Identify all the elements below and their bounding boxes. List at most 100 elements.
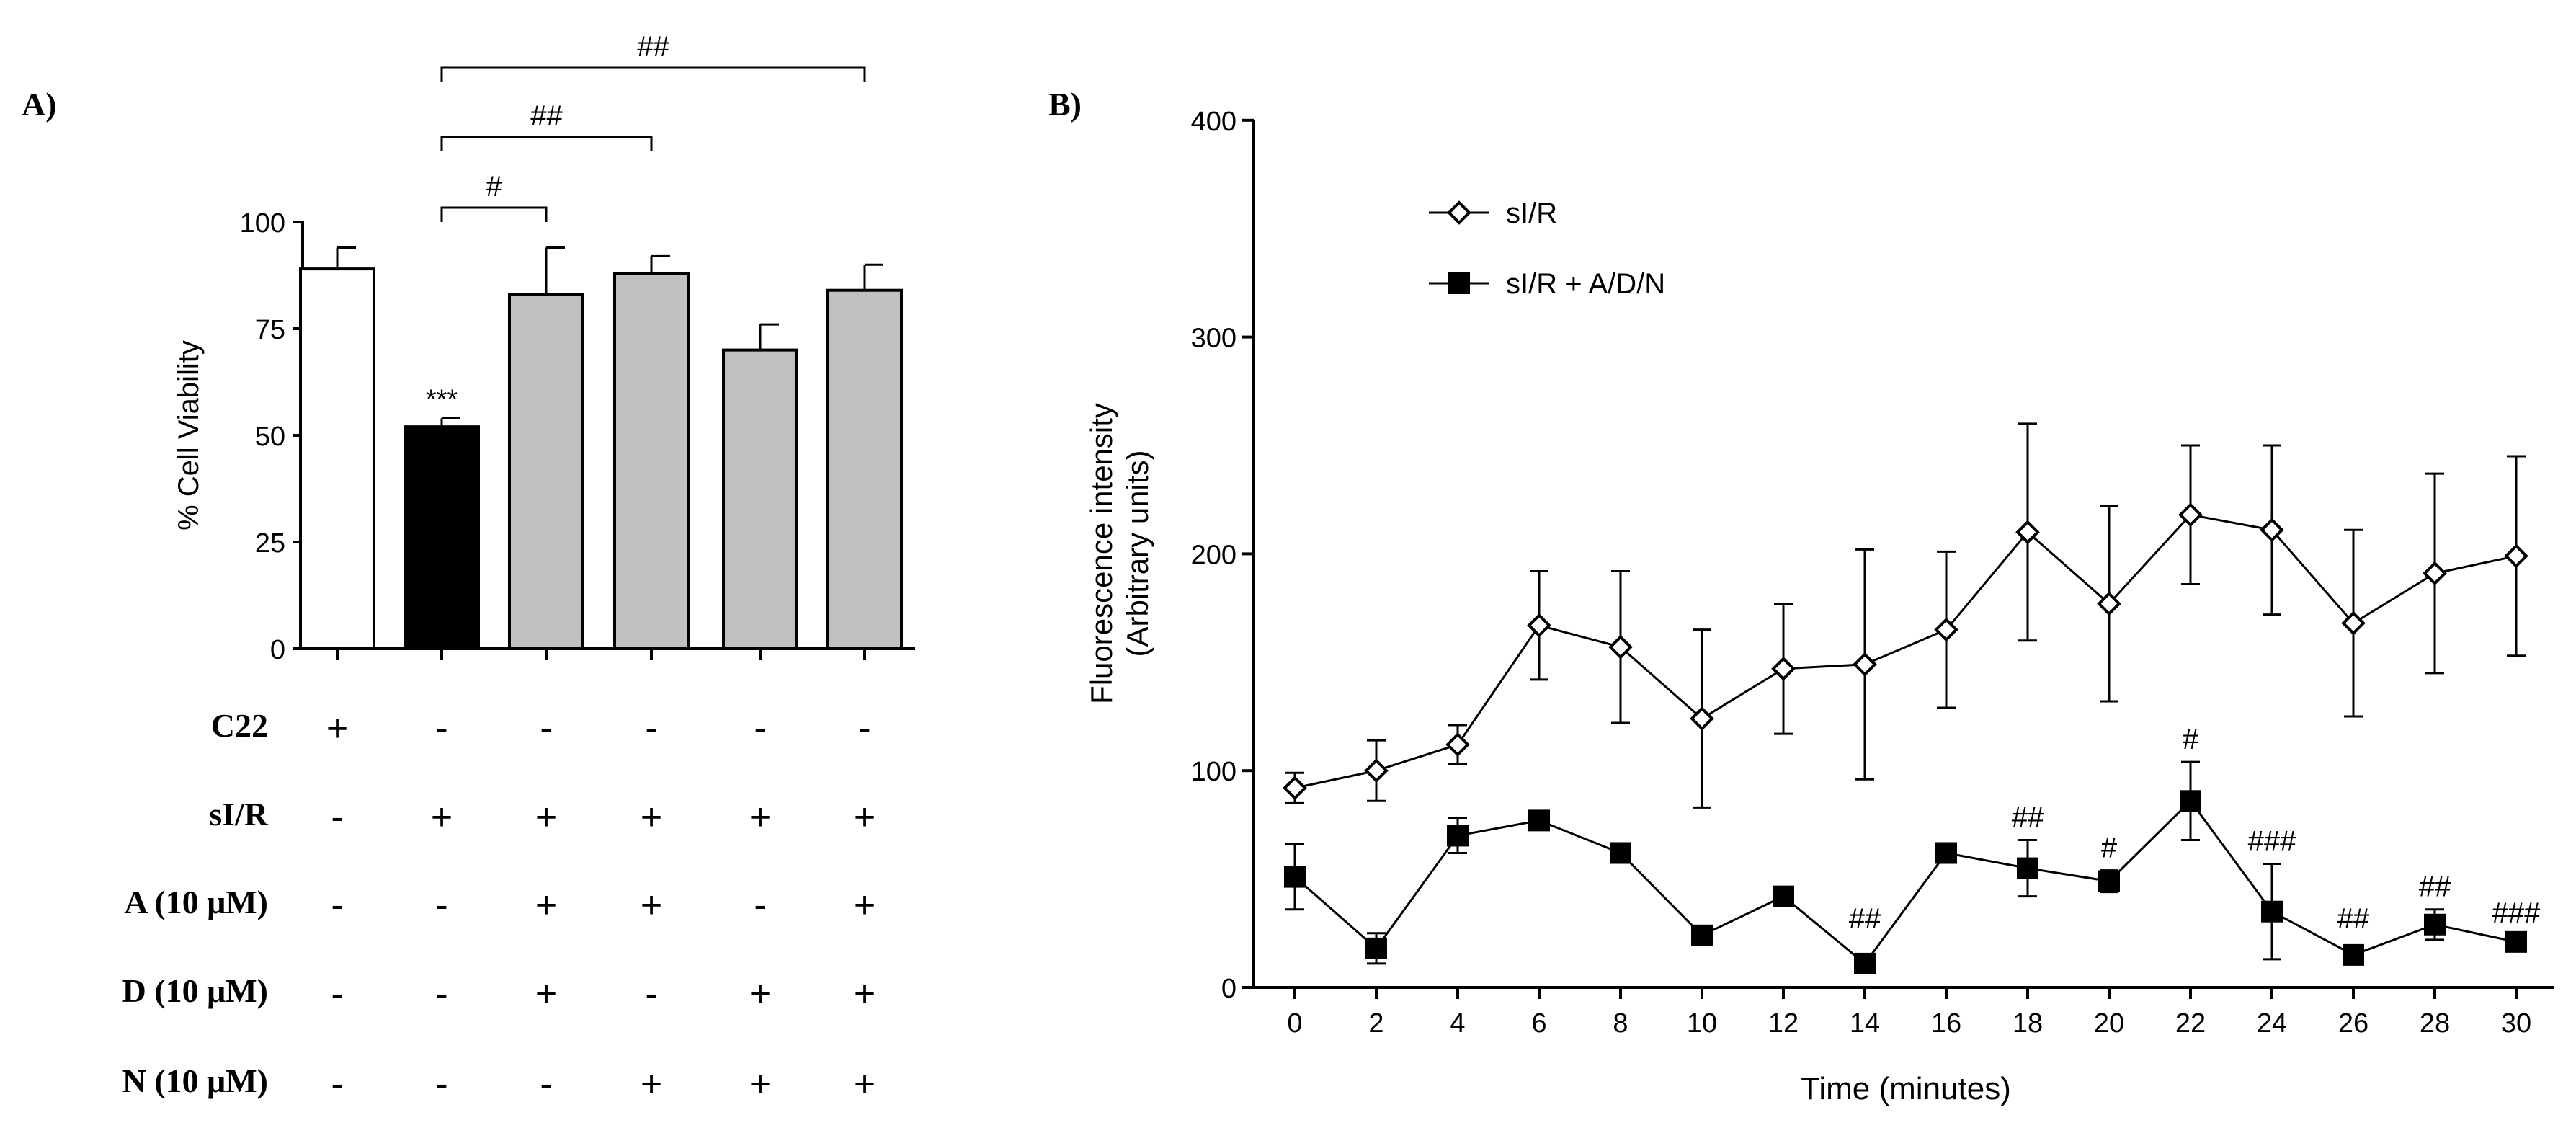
data-point [2015, 520, 2040, 545]
x-tick-label: 26 [2338, 1008, 2368, 1039]
treatment-cell: + [749, 973, 771, 1015]
data-point [1528, 809, 1550, 832]
panel-b-legend: sI/R sI/R + A/D/N [1429, 197, 1665, 300]
treatment-cell: + [431, 796, 453, 838]
y-tick-label: 200 [1191, 540, 1236, 570]
data-point [2423, 561, 2447, 586]
panel-b-series: ################ [1283, 422, 2541, 974]
x-tick-label: 22 [2175, 1008, 2206, 1039]
x-tick-label: 18 [2013, 1008, 2043, 1039]
bar [613, 272, 690, 651]
data-point [1447, 200, 1471, 225]
treatment-cell: - [645, 708, 657, 750]
significance-label: ## [2012, 801, 2044, 833]
treatment-cell: + [854, 884, 875, 926]
data-point [2504, 543, 2528, 569]
treatment-cell: + [854, 1063, 875, 1105]
treatment-cell: - [645, 973, 657, 1015]
data-point [2178, 502, 2203, 528]
panel-a-treatment-table: C22 + - - - - - sI/R - + + + + + A (10 μM) - - + + - + D (10 … [122, 707, 876, 1105]
data-point [2341, 610, 2366, 636]
bar [404, 425, 480, 650]
treatment-cell: + [854, 796, 875, 838]
series-line [1294, 513, 2517, 789]
y-tick-label: 100 [240, 208, 285, 239]
treatment-cell: - [540, 1063, 552, 1105]
x-tick-label: 24 [2257, 1008, 2287, 1039]
bar [299, 267, 375, 650]
y-axis-label: % Cell Viability [173, 340, 205, 530]
treatment-cell: - [435, 884, 447, 926]
treatment-cell: + [535, 973, 557, 1015]
y-tick-label: 400 [1191, 107, 1236, 137]
data-point [1853, 652, 1877, 677]
x-axis-label: Time (minutes) [1801, 1071, 2011, 1106]
data-point [1690, 706, 1714, 731]
x-tick-label: 8 [1613, 1008, 1628, 1039]
x-tick-label: 10 [1687, 1008, 1717, 1039]
legend-label: sI/R + A/D/N [1506, 268, 1665, 300]
treatment-cell: - [858, 708, 870, 750]
data-point [2017, 857, 2038, 879]
data-point [1527, 613, 1551, 638]
panel-a-label: A) [22, 86, 57, 123]
panel-b-label: B) [1048, 86, 1082, 123]
treatment-cell: - [331, 1063, 343, 1105]
data-point [2261, 900, 2283, 923]
panel-a-bars: *** [299, 246, 903, 651]
treatment-cell: + [854, 973, 875, 1015]
bracket-label: ## [530, 100, 563, 132]
significance-bracket [440, 66, 866, 82]
x-tick-label: 6 [1531, 1008, 1546, 1039]
bar [508, 293, 584, 650]
treatment-row-label: C22 [211, 707, 268, 744]
treatment-cell: + [535, 884, 557, 926]
significance-bracket [440, 206, 548, 222]
treatment-cell: - [754, 884, 766, 926]
panel-a-significance-brackets: ##### [440, 31, 866, 222]
data-point [2343, 943, 2364, 966]
data-point [1365, 937, 1387, 959]
data-point [2424, 913, 2446, 936]
y-tick-label: 75 [255, 315, 285, 345]
bar-significance-label: *** [426, 384, 458, 414]
treatment-row-label: D (10 μM) [122, 972, 268, 1009]
data-point [1935, 842, 1957, 864]
treatment-cell: - [754, 708, 766, 750]
data-point [2505, 930, 2527, 953]
bar [826, 288, 903, 650]
significance-label: ## [2419, 871, 2451, 903]
treatment-cell: - [435, 1063, 447, 1105]
y-tick-label: 0 [1221, 974, 1236, 1004]
treatment-row-label: A (10 μM) [124, 884, 268, 920]
x-tick-label: 14 [1850, 1008, 1880, 1039]
significance-bracket [440, 136, 653, 151]
significance-label: ### [2248, 826, 2296, 858]
data-point [1364, 758, 1389, 783]
significance-label: ## [2337, 903, 2370, 935]
x-tick-label: 20 [2094, 1008, 2124, 1039]
data-point [1608, 634, 1633, 659]
treatment-cell: + [749, 796, 771, 838]
x-tick-label: 30 [2501, 1008, 2531, 1039]
data-point [1610, 842, 1631, 864]
x-tick-label: 28 [2420, 1008, 2450, 1039]
y-tick-label: 300 [1191, 324, 1236, 354]
treatment-cell: - [435, 973, 447, 1015]
y-tick-label: 0 [270, 635, 285, 665]
data-point [1448, 272, 1470, 294]
data-point [1691, 924, 1713, 946]
significance-label: ## [1849, 903, 1881, 935]
bar [722, 348, 798, 650]
data-point [1284, 866, 1306, 888]
treatment-cell: - [331, 973, 343, 1015]
data-point [1771, 656, 1796, 681]
data-point [2260, 518, 2284, 543]
treatment-cell: - [331, 796, 343, 838]
series-sI-R-A-D-N: ################ [1284, 724, 2541, 974]
series-sI-R [1283, 422, 2528, 809]
x-tick-label: 16 [1931, 1008, 1961, 1039]
